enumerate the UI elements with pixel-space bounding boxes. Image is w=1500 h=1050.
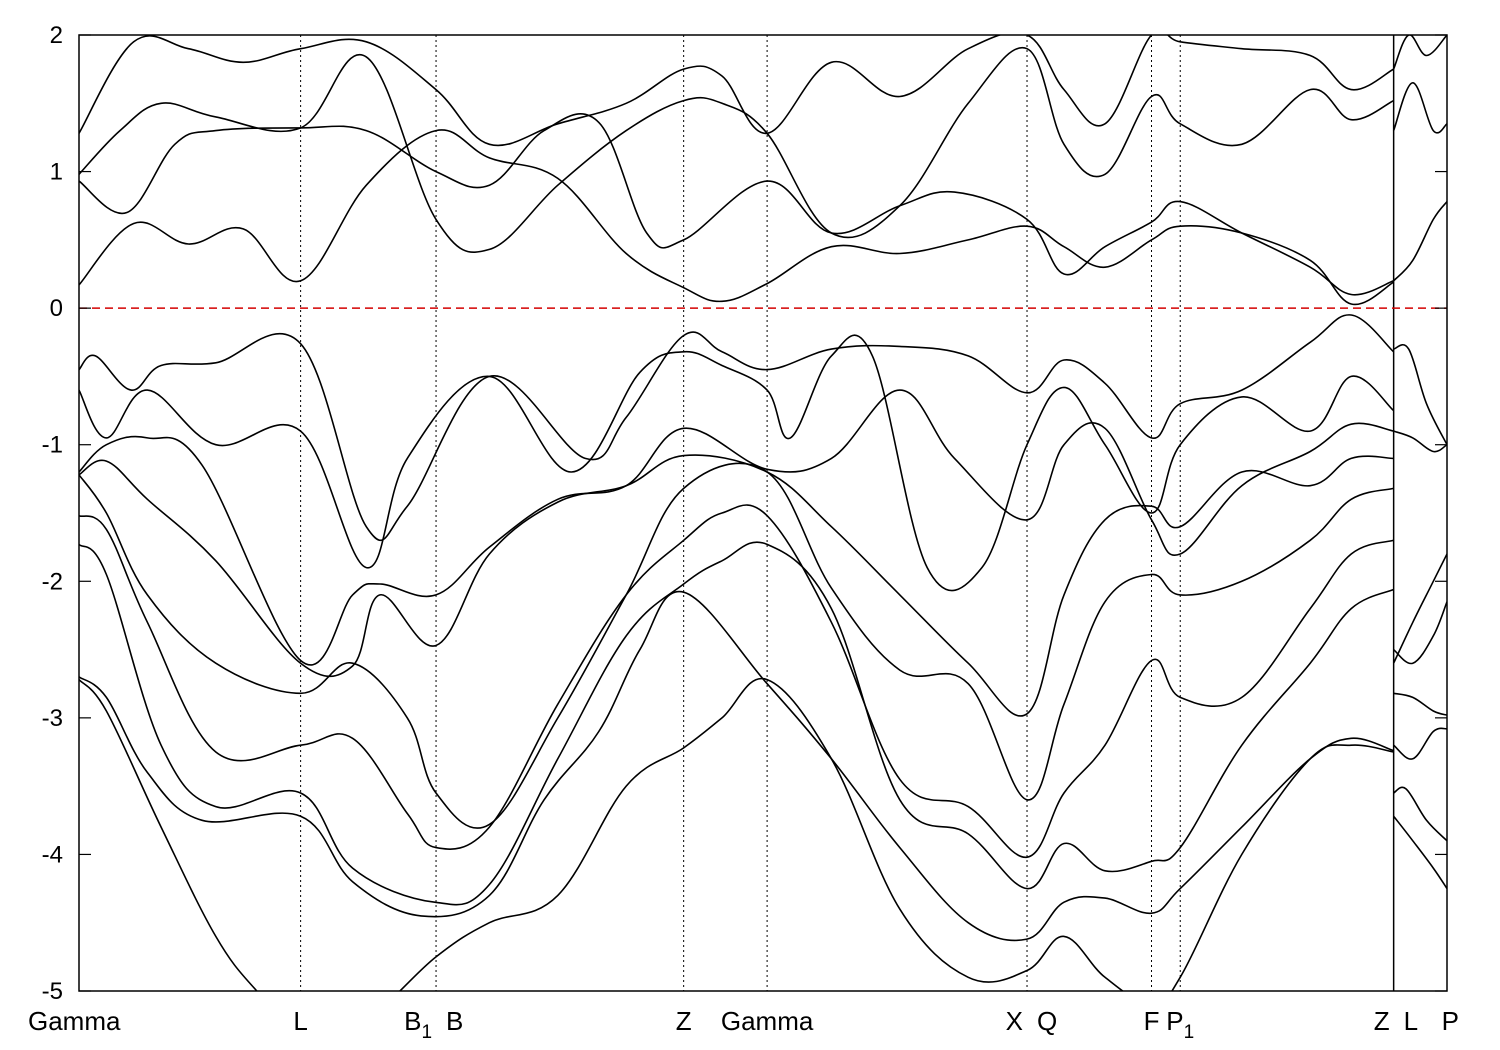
band-23 — [1393, 786, 1447, 842]
kpoint-label-11: L — [1404, 1006, 1418, 1036]
band-2 — [79, 46, 1394, 253]
band-19 — [1392, 553, 1447, 664]
band-9 — [79, 462, 1394, 829]
band-3 — [79, 113, 1394, 296]
band-14 — [1392, 81, 1447, 134]
y-tick-label-1: 1 — [50, 159, 63, 186]
y-tick-label-6: -4 — [42, 841, 63, 868]
kpoint-label-6: X — [1006, 1006, 1023, 1036]
band-curves — [79, 35, 1447, 991]
kpoint-label-0: Gamma — [28, 1006, 121, 1036]
y-tick-label-2: 0 — [50, 295, 63, 322]
band-12 — [79, 590, 1394, 942]
kpoint-label-9: P1 — [1166, 1006, 1194, 1043]
kpoint-label-3: B — [446, 1006, 463, 1036]
band-10 — [79, 504, 1394, 859]
y-tick-label-5: -3 — [42, 705, 63, 732]
kpoint-label-4: Z — [676, 1006, 692, 1036]
band-5 — [79, 314, 1395, 542]
band-6 — [79, 334, 1395, 592]
band-7 — [79, 389, 1394, 666]
kpoint-label-7: Q — [1037, 1006, 1057, 1036]
y-tick-label-4: -2 — [42, 568, 63, 595]
band-8 — [79, 454, 1394, 717]
kpoint-label-2: B1 — [404, 1006, 432, 1043]
band-20 — [1393, 601, 1447, 665]
band-18 — [1393, 430, 1447, 453]
plot-frame — [78, 34, 1448, 992]
kpath-separator-lines — [300, 35, 1395, 991]
kpoint-label-12: P — [1442, 1006, 1459, 1036]
y-tick-label-7: -5 — [42, 978, 63, 1005]
y-axis: 2 1 0 -1 -2 -3 -4 -5 — [42, 22, 1447, 1005]
band-22 — [1393, 727, 1447, 760]
band-21 — [1393, 692, 1447, 716]
kpoint-label-5: Gamma — [721, 1006, 814, 1036]
y-tick-label-0: 2 — [50, 22, 63, 49]
band-16 — [1393, 201, 1447, 282]
band-15 — [1392, 35, 1447, 70]
kpoint-label-10: Z — [1374, 1006, 1390, 1036]
band-17 — [1393, 343, 1447, 446]
band-4 — [79, 129, 1395, 306]
kpoint-label-8: F — [1144, 1006, 1160, 1036]
band-24 — [1392, 815, 1447, 890]
band-11 — [79, 541, 1394, 906]
x-axis-kpoints: Gamma L B1 B Z Gamma X Q F P1 Z L P — [28, 1006, 1459, 1043]
kpoint-label-1: L — [293, 1006, 307, 1036]
band-13 — [79, 677, 1394, 991]
y-tick-label-3: -1 — [42, 432, 63, 459]
